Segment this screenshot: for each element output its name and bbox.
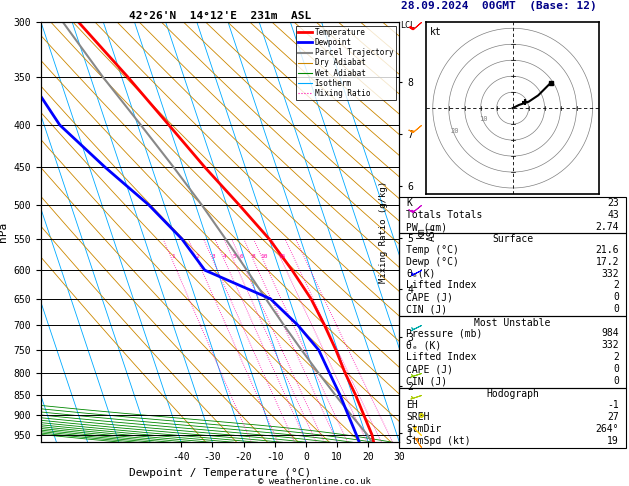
Text: 1: 1 <box>171 254 174 259</box>
Text: 0: 0 <box>613 304 619 314</box>
Text: 17.2: 17.2 <box>596 257 619 266</box>
Text: StmDir: StmDir <box>406 424 442 434</box>
Text: 2.74: 2.74 <box>596 222 619 232</box>
Text: 332: 332 <box>601 340 619 350</box>
Title: 42°26'N  14°12'E  231m  ASL: 42°26'N 14°12'E 231m ASL <box>129 11 311 21</box>
Text: 10: 10 <box>260 254 267 259</box>
Text: 332: 332 <box>601 268 619 278</box>
Text: 4: 4 <box>223 254 226 259</box>
Text: Hodograph: Hodograph <box>486 389 539 399</box>
Text: 43: 43 <box>608 210 619 220</box>
Text: EH: EH <box>406 400 418 410</box>
Text: 28.09.2024  00GMT  (Base: 12): 28.09.2024 00GMT (Base: 12) <box>401 1 596 11</box>
Text: CIN (J): CIN (J) <box>406 376 447 386</box>
Text: 27: 27 <box>608 412 619 422</box>
Text: 2: 2 <box>613 352 619 362</box>
Text: 20: 20 <box>451 127 459 134</box>
Text: Totals Totals: Totals Totals <box>406 210 482 220</box>
Text: 19: 19 <box>608 436 619 446</box>
Text: Temp (°C): Temp (°C) <box>406 244 459 255</box>
Text: θₑ (K): θₑ (K) <box>406 340 442 350</box>
Text: 3: 3 <box>211 254 215 259</box>
Text: Mixing Ratio (g/kg): Mixing Ratio (g/kg) <box>379 181 388 283</box>
Text: CIN (J): CIN (J) <box>406 304 447 314</box>
Text: Lifted Index: Lifted Index <box>406 352 477 362</box>
Text: kt: kt <box>430 27 442 37</box>
X-axis label: Dewpoint / Temperature (°C): Dewpoint / Temperature (°C) <box>129 468 311 478</box>
Text: LCL: LCL <box>400 21 415 30</box>
Text: K: K <box>406 198 412 208</box>
Text: Dewp (°C): Dewp (°C) <box>406 257 459 266</box>
Text: 8: 8 <box>252 254 256 259</box>
Text: Surface: Surface <box>492 234 533 244</box>
Y-axis label: hPa: hPa <box>0 222 8 242</box>
Text: 0: 0 <box>613 376 619 386</box>
Text: 984: 984 <box>601 328 619 338</box>
Text: SREH: SREH <box>406 412 430 422</box>
Text: © weatheronline.co.uk: © weatheronline.co.uk <box>258 476 371 486</box>
Text: PW (cm): PW (cm) <box>406 222 447 232</box>
Text: CAPE (J): CAPE (J) <box>406 364 454 374</box>
Text: CAPE (J): CAPE (J) <box>406 293 454 302</box>
Text: 21.6: 21.6 <box>596 244 619 255</box>
Text: 23: 23 <box>608 198 619 208</box>
Text: -1: -1 <box>608 400 619 410</box>
Text: 5: 5 <box>232 254 236 259</box>
Text: 2: 2 <box>613 280 619 291</box>
Text: 10: 10 <box>480 116 488 122</box>
Text: Pressure (mb): Pressure (mb) <box>406 328 482 338</box>
Y-axis label: km
ASL: km ASL <box>416 223 437 241</box>
Text: Most Unstable: Most Unstable <box>474 318 551 328</box>
Text: θₑ(K): θₑ(K) <box>406 268 436 278</box>
Text: 264°: 264° <box>596 424 619 434</box>
Text: 0: 0 <box>613 364 619 374</box>
Text: 0: 0 <box>613 293 619 302</box>
Legend: Temperature, Dewpoint, Parcel Trajectory, Dry Adiabat, Wet Adiabat, Isotherm, Mi: Temperature, Dewpoint, Parcel Trajectory… <box>296 26 396 100</box>
Text: StmSpd (kt): StmSpd (kt) <box>406 436 471 446</box>
Text: Lifted Index: Lifted Index <box>406 280 477 291</box>
Text: 6: 6 <box>240 254 243 259</box>
Text: 2: 2 <box>196 254 200 259</box>
Text: 15: 15 <box>278 254 286 259</box>
